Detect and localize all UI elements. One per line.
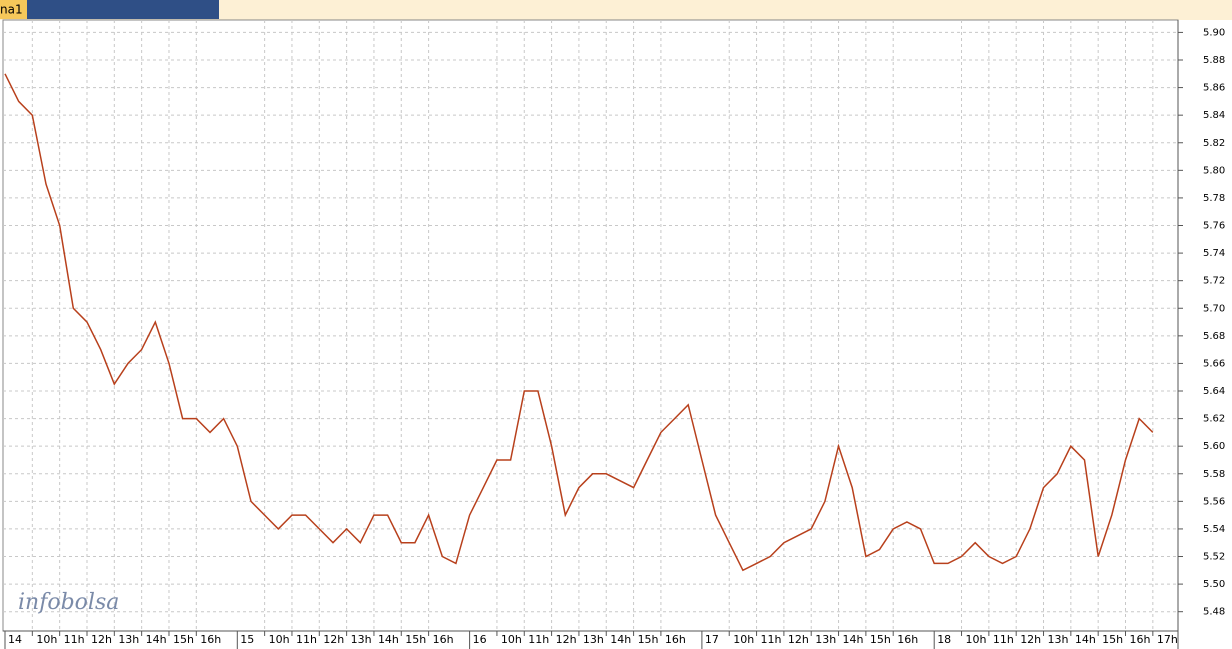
x-tick-label: 13h — [118, 633, 139, 646]
tab[interactable] — [0, 0, 219, 19]
tab-label: na1 — [0, 3, 23, 17]
x-tick-label: 15 — [240, 633, 254, 646]
y-tick-label: 5.82 — [1203, 138, 1225, 149]
grid — [3, 20, 1178, 631]
x-tick-label: 13h — [583, 633, 604, 646]
x-tick-label: 11h — [528, 633, 549, 646]
x-tick-label: 14 — [8, 633, 22, 646]
y-tick-label: 5.62 — [1203, 414, 1225, 425]
x-tick-label: 16 — [473, 633, 487, 646]
x-tick-label: 12h — [556, 633, 577, 646]
x-tick-label: 10h — [733, 633, 754, 646]
y-tick-label: 5.64 — [1203, 386, 1225, 397]
price-line — [4, 73, 1154, 572]
y-tick-label: 5.76 — [1203, 221, 1225, 232]
y-tick-label: 5.52 — [1203, 552, 1225, 563]
y-tick-label: 5.74 — [1203, 248, 1225, 259]
x-tick-label: 14h — [843, 633, 864, 646]
x-tick-label: 14h — [378, 633, 399, 646]
x-tick-label: 12h — [91, 633, 112, 646]
top-bar — [0, 0, 1232, 20]
x-tick-label: 14h — [146, 633, 167, 646]
y-tick-label: 5.78 — [1203, 193, 1225, 204]
tab-label-box — [0, 0, 27, 19]
x-tick-label: 11h — [296, 633, 317, 646]
x-tick-label: 12h — [788, 633, 809, 646]
x-tick-label: 14h — [1075, 633, 1096, 646]
x-tick-label: 17 — [705, 633, 719, 646]
x-tick-label: 16h — [665, 633, 686, 646]
y-tick-label: 5.70 — [1203, 303, 1225, 314]
x-tick-label: 14h — [610, 633, 631, 646]
x-tick-label: 10h — [269, 633, 290, 646]
y-tick-label: 5.56 — [1203, 496, 1225, 507]
x-tick-label: 10h — [36, 633, 57, 646]
x-tick-label: 18 — [937, 633, 951, 646]
x-tick-label: 12h — [323, 633, 344, 646]
x-tick-label: 17h — [1157, 633, 1178, 646]
x-tick-label: 10h — [966, 633, 987, 646]
x-tick-label: 13h — [815, 633, 836, 646]
x-tick-label: 10h — [501, 633, 522, 646]
x-tick-label: 11h — [993, 633, 1014, 646]
x-tick-label: 13h — [1048, 633, 1069, 646]
x-tick-label: 16h — [897, 633, 918, 646]
plot-area — [2, 19, 1179, 632]
x-tick-label: 15h — [638, 633, 659, 646]
y-tick-label: 5.90 — [1203, 27, 1225, 38]
x-tick-label: 15h — [1102, 633, 1123, 646]
y-tick-label: 5.72 — [1203, 276, 1225, 287]
y-tick-label: 5.60 — [1203, 441, 1225, 452]
x-tick-label: 11h — [64, 633, 85, 646]
y-tick-label: 5.68 — [1203, 331, 1225, 342]
watermark: infobolsa — [18, 590, 119, 615]
x-tick-label: 15h — [405, 633, 426, 646]
x-tick-label: 16h — [1130, 633, 1151, 646]
y-tick-label: 5.66 — [1203, 358, 1225, 369]
x-tick-label: 15h — [173, 633, 194, 646]
y-tick-label: 5.80 — [1203, 165, 1225, 176]
y-tick-label: 5.58 — [1203, 469, 1225, 480]
x-tick-label: 11h — [761, 633, 782, 646]
y-tick-label: 5.84 — [1203, 110, 1225, 121]
x-tick-label: 16h — [200, 633, 221, 646]
x-tick-label: 13h — [351, 633, 372, 646]
y-tick-label: 5.86 — [1203, 83, 1225, 94]
x-tick-label: 12h — [1020, 633, 1041, 646]
x-tick-label: 16h — [433, 633, 454, 646]
y-tick-label: 5.54 — [1203, 524, 1225, 535]
x-tick-label: 15h — [870, 633, 891, 646]
y-tick-label: 5.88 — [1203, 55, 1225, 66]
marks — [4, 73, 1154, 572]
y-tick-label: 5.50 — [1203, 579, 1225, 590]
y-tick-label: 5.48 — [1203, 607, 1225, 618]
